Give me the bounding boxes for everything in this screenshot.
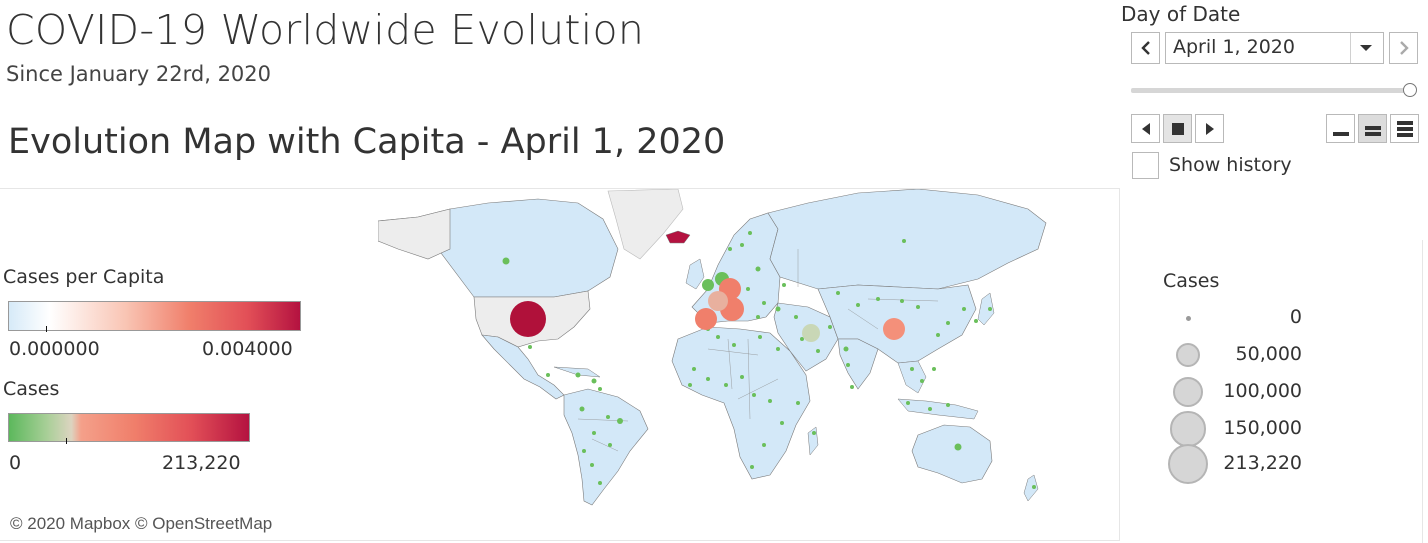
- chevron-right-icon: [1399, 41, 1409, 55]
- size-legend-label: 150,000: [1223, 417, 1302, 439]
- size-legend-label: 213,220: [1223, 452, 1302, 474]
- date-slider-thumb[interactable]: [1403, 83, 1417, 97]
- russia-shape: [767, 189, 1047, 290]
- date-slider-track[interactable]: [1131, 88, 1410, 93]
- india-shape: [837, 338, 879, 390]
- date-dropdown-value: April 1, 2020: [1173, 36, 1295, 58]
- iceland-shape: [665, 230, 691, 244]
- australia-shape: [911, 424, 993, 484]
- play-forward-button[interactable]: [1195, 114, 1224, 143]
- cases-color-legend-title: Cases: [3, 378, 60, 400]
- size-legend-circle: [1185, 315, 1191, 321]
- cases-gradient-marker: [66, 438, 67, 444]
- africa-shape: [671, 326, 811, 480]
- caret-down-icon[interactable]: [1358, 43, 1374, 53]
- size-legend-title: Cases: [1163, 270, 1220, 292]
- map-panel[interactable]: [0, 188, 1120, 541]
- map-copyright[interactable]: © 2020 Mapbox © OpenStreetMap: [10, 514, 273, 533]
- south-america-shape: [563, 388, 649, 506]
- size-legend-label: 100,000: [1223, 380, 1302, 402]
- speed-slow-icon: [1332, 131, 1349, 136]
- cases-min-label: 0: [9, 452, 22, 474]
- capita-min-label: 0.000000: [9, 338, 100, 360]
- size-legend-label: 0: [1289, 306, 1302, 328]
- cases-max-label: 213,220: [162, 452, 241, 474]
- show-history-checkbox[interactable]: [1132, 152, 1159, 179]
- speed-medium-button[interactable]: [1358, 114, 1387, 143]
- next-date-button[interactable]: [1389, 32, 1418, 64]
- size-legend-label: 50,000: [1235, 343, 1302, 365]
- dashboard-subtitle: Since January 22rd, 2020: [6, 62, 272, 86]
- panel-divider: [1422, 240, 1423, 543]
- capita-gradient-marker: [46, 326, 47, 332]
- size-legend-circle: [1172, 376, 1204, 408]
- stop-button[interactable]: [1163, 114, 1192, 143]
- speed-medium-icon: [1364, 125, 1381, 136]
- stop-icon: [1171, 122, 1184, 135]
- size-legend-circle: [1175, 342, 1201, 368]
- dropdown-divider: [1350, 33, 1351, 63]
- show-history-label[interactable]: Show history: [1169, 154, 1292, 176]
- alaska-shape: [378, 208, 451, 260]
- greenland-shape: [607, 189, 684, 260]
- dashboard-title: COVID-19 Worldwide Evolution: [6, 6, 645, 54]
- map-title: Evolution Map with Capita - April 1, 202…: [8, 122, 726, 162]
- world-map[interactable]: [378, 189, 1048, 509]
- speed-fast-button[interactable]: [1390, 114, 1419, 143]
- chevron-left-icon: [1140, 41, 1150, 55]
- date-dropdown[interactable]: [1165, 32, 1384, 64]
- day-of-date-label: Day of Date: [1121, 2, 1241, 26]
- capita-max-label: 0.004000: [202, 338, 293, 360]
- case-points[interactable]: [502, 231, 1037, 489]
- capita-legend-title: Cases per Capita: [3, 266, 165, 288]
- speed-slow-button[interactable]: [1326, 114, 1355, 143]
- cases-gradient: [8, 413, 250, 442]
- play-forward-icon: [1205, 122, 1214, 135]
- previous-date-button[interactable]: [1131, 32, 1160, 64]
- size-legend-circle: [1168, 444, 1208, 484]
- play-back-icon: [1141, 122, 1150, 135]
- play-back-button[interactable]: [1131, 114, 1160, 143]
- speed-fast-icon: [1396, 120, 1413, 137]
- capita-gradient: [8, 301, 301, 331]
